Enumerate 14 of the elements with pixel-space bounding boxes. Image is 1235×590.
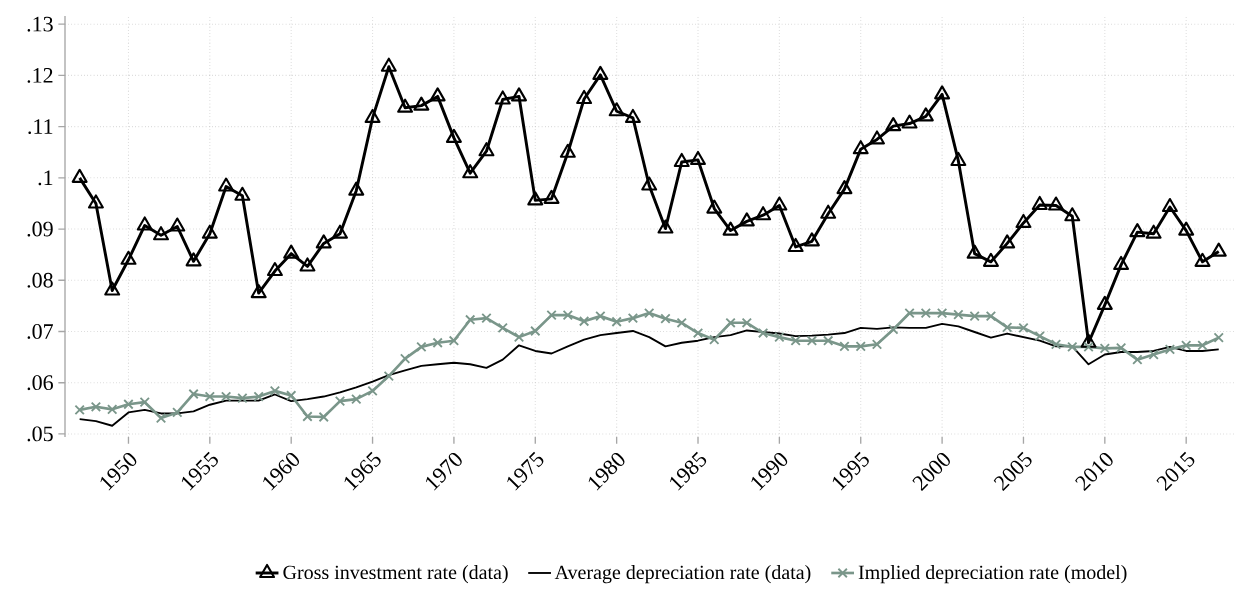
- y-tick-label: .07: [27, 324, 53, 339]
- y-tick-label: .08: [27, 272, 53, 288]
- x-tick-label: 1950: [100, 452, 137, 491]
- legend-label: Average depreciation rate (data): [554, 565, 811, 584]
- y-tick-label: .13: [27, 16, 53, 32]
- legend-label: Implied depreciation rate (model): [858, 565, 1127, 584]
- y-tick-label: .09: [27, 221, 53, 237]
- y-tick-label: .06: [27, 375, 53, 391]
- y-tick-label: .11: [28, 119, 53, 135]
- y-tick-label: .1: [38, 170, 53, 186]
- y-tick-label: .12: [27, 67, 53, 83]
- legend-label: Gross investment rate (data): [283, 565, 508, 584]
- y-tick-label: .05: [27, 426, 53, 442]
- x-tick-label: 1990: [751, 452, 788, 491]
